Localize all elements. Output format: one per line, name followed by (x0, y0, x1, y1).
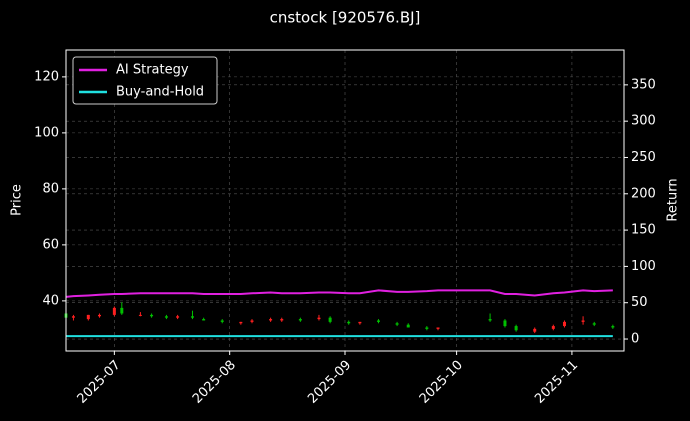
y2-tick-label: 350 (631, 77, 656, 92)
legend-box (72, 56, 218, 105)
y-axis-label: Price (10, 184, 25, 216)
candle-body (611, 326, 615, 328)
candle-body (97, 314, 101, 317)
candle-body (120, 307, 124, 314)
candle-body (86, 314, 90, 320)
candle-body (581, 320, 585, 322)
candle-body (395, 323, 399, 325)
candle-body (406, 324, 410, 328)
candle-body (112, 307, 116, 315)
candle-body (533, 328, 537, 332)
y2-tick-label: 250 (631, 150, 656, 165)
chart-title: cnstock [920576.BJ] (270, 9, 421, 27)
candle-body (317, 317, 321, 320)
candle-body (358, 321, 362, 324)
line-series (65, 289, 613, 298)
candle-body (376, 320, 380, 322)
candle-body (347, 321, 351, 324)
candle-body (250, 320, 254, 322)
legend: AI Strategy Buy-and-Hold (72, 56, 218, 105)
candle-body (190, 316, 194, 318)
candle-body (514, 326, 518, 331)
candle-body (551, 326, 555, 329)
y2-tick-label: 100 (631, 259, 656, 274)
candle-body (425, 327, 429, 329)
candle-body (562, 321, 566, 327)
candle-body (298, 319, 302, 321)
candle-body (503, 320, 507, 327)
legend-label: Buy-and-Hold (116, 85, 204, 100)
candle-body (150, 314, 154, 317)
candle-body (328, 317, 332, 322)
y2-tick-label: 150 (631, 223, 656, 238)
y-tick-label: 120 (34, 69, 59, 84)
y2-axis-label: Return (666, 178, 681, 221)
candle-body (488, 319, 492, 321)
y-tick-label: 80 (42, 181, 59, 196)
y2-tick-label: 50 (631, 295, 648, 310)
y2-tick-label: 300 (631, 114, 656, 129)
candle-body (592, 323, 596, 325)
y2-tick-label: 200 (631, 186, 656, 201)
candle-body (269, 319, 273, 321)
candle-body (71, 316, 75, 318)
candle-body (202, 319, 206, 321)
candle-body (280, 319, 284, 321)
candle-body (239, 321, 243, 324)
y-tick-label: 100 (34, 125, 59, 140)
y-tick-label: 60 (42, 237, 59, 252)
y-tick-label: 40 (42, 293, 59, 308)
legend-label: AI Strategy (116, 63, 189, 78)
candle-body (138, 314, 142, 316)
candle-body (436, 327, 440, 329)
y2-tick-label: 0 (631, 332, 639, 347)
plot-frame (65, 49, 625, 352)
candle-body (164, 316, 168, 318)
candle-body (176, 316, 180, 318)
candle-body (220, 320, 224, 322)
